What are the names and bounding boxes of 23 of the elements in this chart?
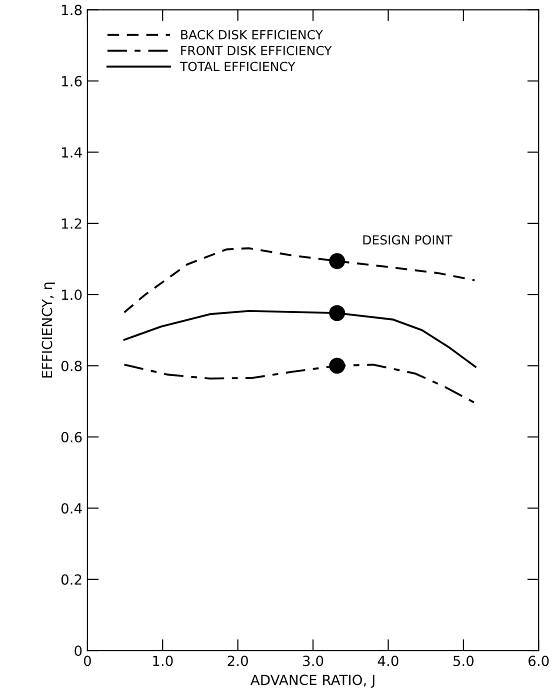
x-tick-label: 0	[84, 656, 91, 666]
y-tick-label: 1.2	[62, 218, 82, 229]
legend-label: FRONT DISK EFFICIENCY	[181, 46, 332, 56]
y-tick-label: 1.6	[62, 76, 82, 86]
x-tick-label: 1.0	[153, 656, 173, 666]
y-tick-label: 0.6	[61, 432, 82, 442]
y-tick-label: 1.4	[62, 147, 82, 158]
legend-label: BACK DISK EFFICIENCY	[181, 30, 323, 40]
x-tick-label: 5.0	[453, 656, 474, 666]
x-tick-label: 4.0	[378, 656, 398, 666]
y-tick-label: 0	[74, 646, 82, 656]
annotation: DESIGN POINT	[363, 235, 452, 245]
y-tick-label: 0.4	[61, 503, 82, 514]
x-tick-label: 2.0	[228, 656, 248, 666]
legend-label: TOTAL EFFICIENCY	[180, 62, 296, 72]
x-axis-title: ADVANCE RATIO, J	[250, 674, 374, 688]
y-axis-title: EFFICIENCY, η	[42, 282, 55, 378]
y-tick-label: 0.8	[61, 360, 82, 372]
y-tick-label: 1.0	[62, 290, 82, 300]
y-tick-label: 1.8	[62, 4, 82, 16]
x-tick-label: 3.0	[303, 656, 324, 666]
x-tick-label: 6.0	[528, 656, 549, 666]
y-tick-label: 0.2	[61, 574, 82, 585]
